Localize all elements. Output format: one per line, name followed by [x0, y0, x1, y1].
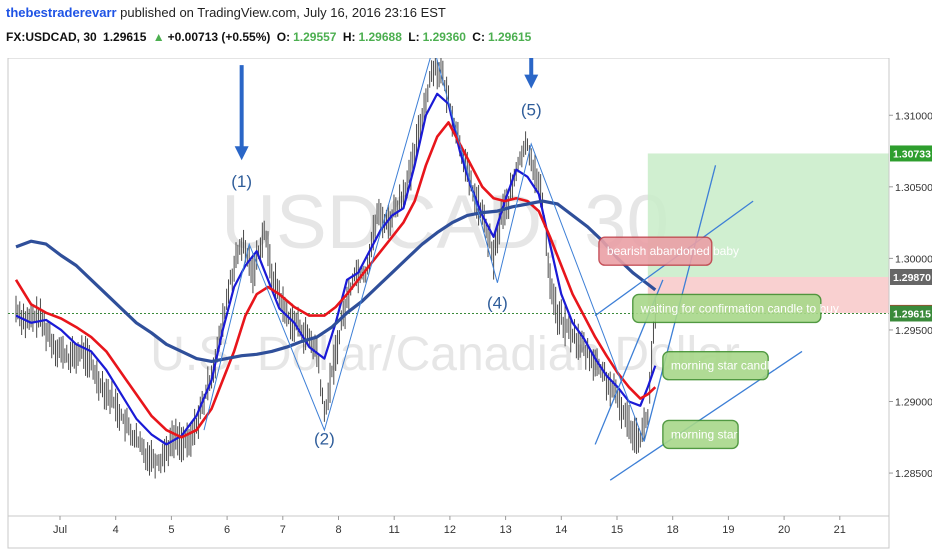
last-price: 1.29615 — [103, 30, 147, 44]
time-tick-label: 7 — [280, 524, 286, 536]
time-axis[interactable]: Jul 4 5 6 7 8 11 12 13 14 15 18 19 20 21 — [7, 515, 890, 549]
price-label-box — [890, 268, 932, 285]
symbol-info-line: FX:USDCAD, 30 1.29615 ▲ +0.00713 (+0.55%)… — [6, 30, 534, 44]
price-label-text: 1.29615 — [893, 308, 931, 320]
price-label-box — [890, 145, 932, 162]
wave-label: (4) — [487, 293, 508, 312]
time-tick-label: 11 — [388, 524, 399, 536]
publish-line: thebestraderevarr published on TradingVi… — [6, 5, 446, 20]
time-tick-label: 14 — [555, 524, 567, 536]
close-label: C: — [472, 30, 485, 44]
time-tick-label: 4 — [113, 524, 119, 536]
up-arrow-icon: ▲ — [152, 30, 165, 44]
price-tick-label: 1.28500 — [895, 468, 932, 480]
moving-averages — [14, 92, 657, 446]
annotation-text: morning star candle — [671, 359, 777, 373]
arrow-head-icon — [234, 146, 249, 161]
open-label: O: — [276, 30, 291, 44]
low-label: L: — [408, 30, 420, 44]
annotation-text: morning star — [671, 427, 738, 441]
price-tick-label: 1.29000 — [895, 397, 932, 409]
time-tick-label: 8 — [335, 524, 341, 536]
ma-fast-line — [15, 92, 657, 446]
close-value: 1.29615 — [487, 30, 532, 44]
open-value: 1.29557 — [293, 30, 337, 44]
arrow-head-icon — [524, 74, 539, 89]
wave-label: (5) — [521, 100, 542, 119]
price-tick-label: 1.30500 — [895, 182, 932, 194]
chart-watermark: USDCAD, 30 U.S. Dollar/Canadian Dollar — [150, 180, 740, 381]
price-label-text: 1.29870 — [893, 272, 931, 284]
annotation-box[interactable] — [662, 419, 739, 450]
time-tick-label: 21 — [834, 524, 846, 536]
price-tick-label: 1.30000 — [895, 253, 932, 265]
price-tick-label: 1.31000 — [895, 110, 932, 122]
time-tick-label: 6 — [224, 524, 230, 536]
watermark-symbol: USDCAD, 30 — [221, 180, 669, 265]
price-change: +0.00713 (+0.55%) — [167, 30, 271, 44]
price-chart[interactable]: USDCAD, 30 U.S. Dollar/Canadian Dollar (… — [0, 58, 932, 550]
chart-annotations: (1)(2)(3)(4)(5)bearish abandoned babywai… — [231, 100, 839, 450]
time-tick-label: 20 — [778, 524, 790, 536]
publish-info: published on TradingView.com, July 16, 2… — [116, 5, 446, 20]
price-label-text: 1.30733 — [893, 148, 931, 160]
annotation-box[interactable] — [662, 351, 769, 381]
annotation-box[interactable] — [632, 293, 822, 324]
annotation-box[interactable] — [598, 236, 713, 266]
trend-drawings — [203, 58, 803, 481]
time-tick-label: 12 — [444, 524, 456, 536]
wave-label: (1) — [231, 172, 252, 191]
time-tick-label: 15 — [611, 524, 623, 536]
price-axis[interactable]: 1.28500 1.29000 1.29500 1.30000 1.30500 1.310… — [888, 58, 932, 516]
price-label-box — [890, 305, 932, 322]
symbol-label[interactable]: FX:USDCAD, 30 — [6, 30, 97, 44]
wave-label: (2) — [314, 429, 335, 448]
price-tick-label: 1.29500 — [895, 325, 932, 337]
time-tick-label: 13 — [499, 524, 511, 536]
time-tick-label: 19 — [722, 524, 734, 536]
trend-line[interactable] — [609, 350, 803, 481]
wave-line[interactable] — [203, 58, 645, 442]
time-tick-label: Jul — [53, 524, 67, 536]
annotation-text: bearish abandoned baby — [607, 244, 739, 258]
chart-header: thebestraderevarr published on TradingVi… — [0, 0, 932, 58]
time-tick-label: 18 — [667, 524, 679, 536]
time-tick-label: 5 — [168, 524, 174, 536]
ma-slow-line — [15, 199, 657, 363]
low-value: 1.29360 — [422, 30, 466, 44]
author-link[interactable]: thebestraderevarr — [6, 5, 117, 20]
time-axis-bar — [7, 515, 890, 549]
high-value: 1.29688 — [358, 30, 402, 44]
high-label: H: — [342, 30, 356, 44]
annotation-text: waiting for confirmation candle to buy — [640, 301, 839, 315]
ma-mid-line — [14, 121, 657, 439]
